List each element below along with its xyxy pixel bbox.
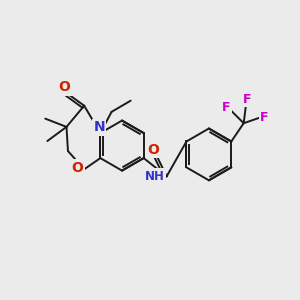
Text: O: O [58, 80, 70, 94]
Text: F: F [242, 93, 251, 106]
Text: N: N [93, 120, 105, 134]
Text: O: O [148, 143, 159, 157]
Text: O: O [72, 161, 84, 175]
Text: F: F [222, 101, 230, 114]
Text: NH: NH [145, 169, 165, 183]
Text: F: F [260, 111, 269, 124]
